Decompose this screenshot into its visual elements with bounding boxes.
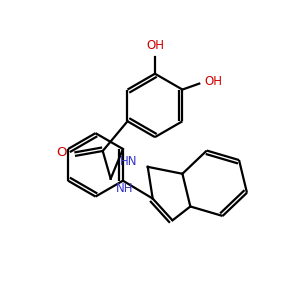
Text: OH: OH — [204, 75, 222, 88]
Text: O: O — [57, 146, 67, 160]
Text: HN: HN — [120, 155, 138, 168]
Text: NH: NH — [116, 182, 133, 195]
Text: OH: OH — [146, 39, 164, 52]
